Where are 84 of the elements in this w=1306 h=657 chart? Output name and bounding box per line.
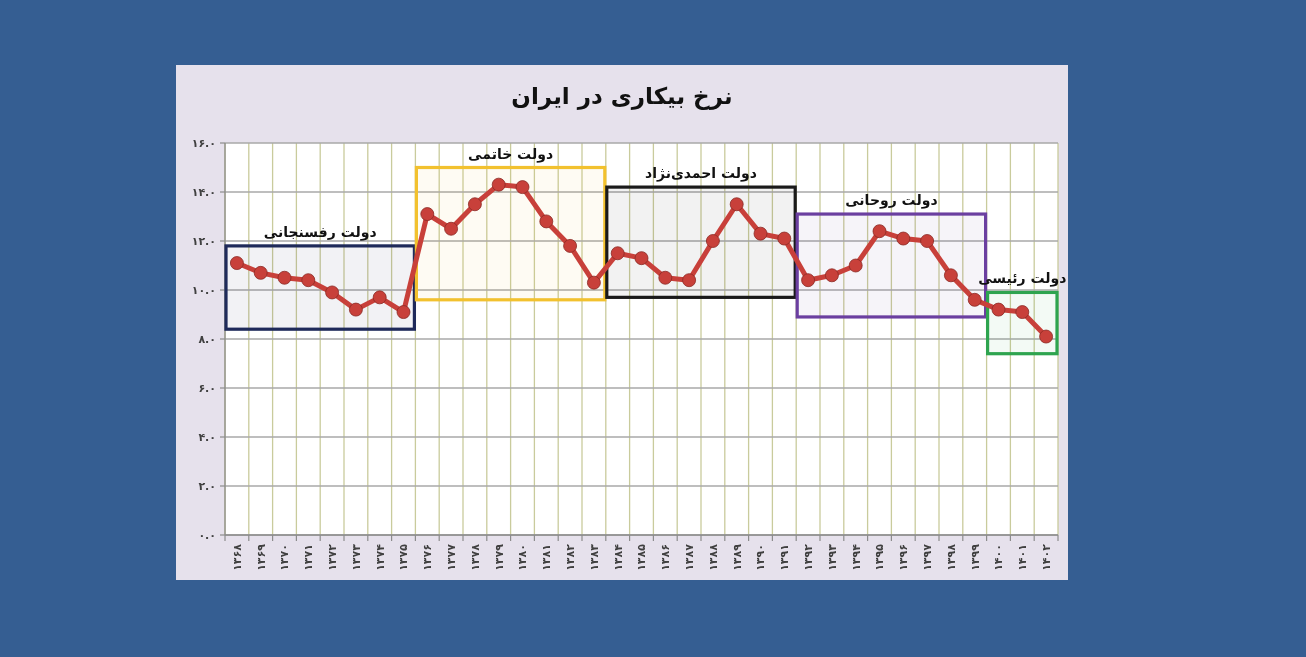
- point: [468, 197, 482, 212]
- point: [277, 270, 292, 285]
- x-tick-label: ۱۳۷۴: [373, 543, 387, 571]
- band-label: دولت روحانی: [845, 192, 938, 210]
- x-tick-label: ۱۳۸۳: [587, 543, 601, 571]
- point: [872, 224, 887, 239]
- x-tick-label: ۱۴۰۰: [992, 544, 1006, 571]
- y-tick-label: ۱۴.۰: [191, 186, 216, 199]
- point: [825, 268, 839, 283]
- x-tick-label: ۱۳۶۹: [254, 543, 268, 571]
- x-tick-label: ۱۳۹۳: [825, 543, 839, 571]
- point: [301, 273, 316, 288]
- x-tick-label: ۱۳۸۲: [563, 543, 577, 571]
- point: [729, 197, 744, 212]
- band-label: دولت احمدی‌نژاد: [645, 165, 757, 183]
- x-tick-label: ۱۳۹۲: [801, 543, 815, 571]
- x-tick-label: ۱۳۷۶: [421, 544, 435, 571]
- point: [896, 231, 911, 246]
- x-tick-label: ۱۳۸۹: [730, 543, 744, 571]
- x-tick-label: ۱۳۸۸: [706, 543, 720, 571]
- y-tick-label: ۴.۰: [198, 431, 216, 444]
- y-tick-label: ۸.۰: [198, 333, 216, 346]
- point: [372, 290, 387, 305]
- band-label: دولت خاتمی: [468, 145, 554, 163]
- point: [634, 251, 649, 266]
- y-tick-label: ۲.۰: [198, 480, 216, 493]
- x-tick-label: ۱۳۹۵: [873, 543, 887, 571]
- x-tick-label: ۱۳۸۵: [635, 543, 649, 571]
- x-tick-label: ۱۳۷۱: [302, 544, 316, 571]
- y-tick-label: ۱۶.۰: [191, 137, 216, 150]
- y-tick-label: ۶.۰: [198, 382, 216, 395]
- x-tick-label: ۱۳۸۴: [611, 543, 625, 571]
- x-tick-label: ۱۳۹۴: [849, 543, 863, 571]
- point: [991, 302, 1006, 317]
- point: [777, 231, 792, 246]
- x-tick-label: ۱۳۹۱: [778, 544, 792, 571]
- x-tick-label: ۱۳۶۸: [230, 543, 244, 571]
- point: [967, 292, 982, 307]
- x-tick-label: ۱۳۸۱: [540, 544, 554, 571]
- x-tick-label: ۱۳۷۵: [397, 543, 411, 571]
- point: [253, 265, 268, 280]
- point: [587, 275, 601, 290]
- point: [706, 234, 720, 248]
- band-label: دولت رفسنجانی: [263, 223, 377, 241]
- x-tick-label: ۱۳۷۳: [349, 543, 363, 571]
- point: [396, 305, 411, 319]
- point: [349, 302, 363, 317]
- point: [230, 256, 244, 270]
- point: [753, 226, 768, 241]
- point: [539, 214, 554, 229]
- chart-title: نرخ بیکاری در ایران: [511, 83, 733, 110]
- point: [920, 234, 934, 248]
- x-tick-label: ۱۳۹۸: [944, 543, 958, 571]
- x-tick-label: ۱۳۷۷: [444, 543, 458, 571]
- x-tick-label: ۱۳۷۹: [492, 543, 506, 571]
- y-tick-label: ۰.۰: [198, 529, 216, 542]
- point: [325, 285, 339, 300]
- point: [420, 207, 435, 221]
- point: [515, 180, 530, 194]
- point: [1015, 305, 1030, 319]
- x-tick-label: ۱۳۷۲: [325, 543, 339, 571]
- point: [444, 221, 458, 236]
- x-tick-label: ۱۳۹۶: [897, 544, 911, 571]
- point: [491, 177, 506, 192]
- y-tick-label: ۱۲.۰: [191, 235, 216, 248]
- point: [1039, 329, 1053, 344]
- x-tick-label: ۱۴۰۱: [1016, 544, 1030, 571]
- x-tick-label: ۱۴۰۲: [1039, 543, 1053, 571]
- point: [848, 258, 863, 273]
- x-tick-label: ۱۳۸۰: [516, 544, 530, 571]
- y-tick-label: ۱۰.۰: [191, 284, 216, 297]
- point: [658, 270, 673, 285]
- point: [801, 273, 815, 288]
- point: [682, 273, 696, 288]
- point: [563, 239, 577, 253]
- x-tick-label: ۱۳۷۸: [468, 543, 482, 571]
- x-tick-label: ۱۳۸۷: [682, 543, 696, 571]
- x-tick-label: ۱۳۹۰: [754, 544, 768, 571]
- x-tick-label: ۱۳۷۰: [278, 544, 292, 571]
- x-tick-label: ۱۳۸۶: [659, 544, 673, 571]
- x-tick-label: ۱۳۹۷: [920, 543, 934, 571]
- x-tick-label: ۱۳۹۹: [968, 543, 982, 571]
- point: [610, 246, 625, 261]
- point: [944, 268, 958, 283]
